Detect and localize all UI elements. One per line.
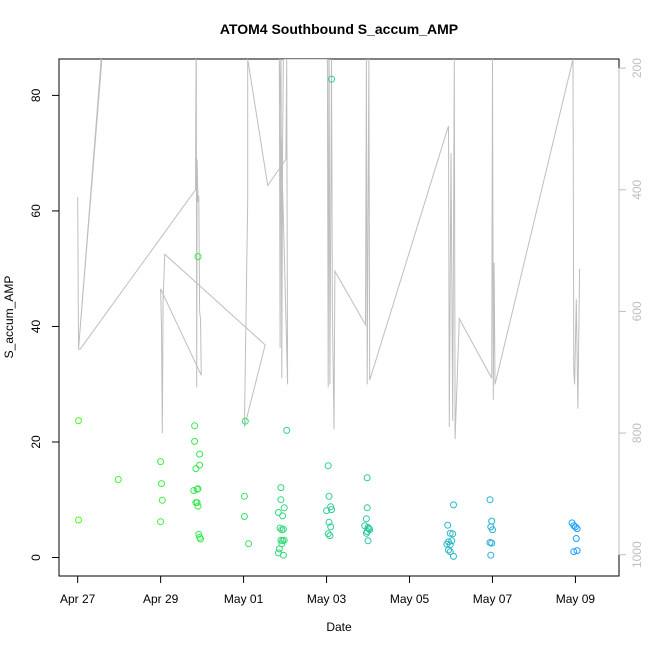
data-point xyxy=(326,532,334,540)
data-point xyxy=(572,535,580,542)
data-point xyxy=(486,496,494,504)
x-axis: Apr 27 Apr 29 May 01 May 03 May 05 May 07 May … xyxy=(60,575,596,606)
data-point xyxy=(449,530,457,538)
x-tick-label: Apr 29 xyxy=(143,592,179,606)
data-point xyxy=(196,461,204,469)
data-point xyxy=(448,537,456,545)
data-point xyxy=(446,548,454,556)
data-point xyxy=(573,547,581,555)
data-point xyxy=(241,417,249,425)
data-point xyxy=(488,539,496,547)
data-point xyxy=(240,513,248,520)
chart-title: ATOM4 Southbound S_accum_AMP xyxy=(220,21,458,37)
data-point xyxy=(450,501,457,509)
data-point xyxy=(191,422,199,430)
y-tick-label: 20 xyxy=(29,435,43,449)
data-point xyxy=(157,518,165,526)
data-point xyxy=(240,492,248,500)
data-point xyxy=(325,518,333,526)
data-point xyxy=(570,548,578,556)
data-point xyxy=(324,462,332,470)
secondary-line xyxy=(77,59,581,440)
y-tick-label: 40 xyxy=(29,319,43,333)
data-point xyxy=(327,523,335,531)
data-point xyxy=(158,480,165,488)
data-point xyxy=(191,437,199,445)
data-point xyxy=(277,496,285,504)
data-point xyxy=(75,516,82,524)
x-tick-label: Apr 27 xyxy=(60,592,96,606)
data-point xyxy=(325,492,333,500)
data-point xyxy=(190,487,198,494)
data-point xyxy=(489,526,496,534)
y2-tick-label: 800 xyxy=(630,423,644,443)
data-point xyxy=(277,484,285,492)
data-point xyxy=(276,524,284,532)
x-tick-label: May 01 xyxy=(224,592,264,606)
data-point xyxy=(196,450,204,458)
x-axis-label: Date xyxy=(326,620,352,634)
data-point xyxy=(573,525,581,533)
data-point xyxy=(114,476,122,483)
data-point xyxy=(245,540,253,548)
x-tick-label: May 07 xyxy=(473,592,513,606)
data-point xyxy=(328,75,335,83)
data-point xyxy=(283,426,291,434)
y-tick-label: 60 xyxy=(29,204,43,218)
data-point xyxy=(75,417,82,425)
data-point xyxy=(327,503,335,511)
y2-axis: 200 400 600 800 1000 xyxy=(618,58,644,568)
data-point xyxy=(194,253,202,261)
data-point xyxy=(194,502,202,510)
data-point xyxy=(279,551,287,559)
data-point xyxy=(193,499,201,507)
data-point xyxy=(328,506,335,514)
data-point xyxy=(280,536,288,544)
y-axis-label: S_accum_AMP xyxy=(2,276,16,359)
data-point xyxy=(571,523,579,531)
data-point xyxy=(444,521,452,529)
x-tick-label: May 03 xyxy=(307,592,347,606)
data-point xyxy=(194,485,202,493)
data-point xyxy=(192,465,200,473)
y2-tick-label: 600 xyxy=(630,301,644,321)
data-point xyxy=(446,529,454,537)
data-point xyxy=(324,530,332,538)
data-point xyxy=(487,551,495,559)
y2-tick-label: 1000 xyxy=(630,541,644,568)
data-point xyxy=(488,517,496,525)
x-tick-label: May 09 xyxy=(556,592,596,606)
data-point xyxy=(197,535,204,543)
data-point xyxy=(362,515,370,523)
data-point xyxy=(280,504,288,512)
data-point xyxy=(364,537,372,545)
data-point xyxy=(157,458,165,466)
y-tick-label: 80 xyxy=(29,88,43,102)
x-tick-label: May 05 xyxy=(390,592,430,606)
data-point xyxy=(279,525,287,533)
y2-tick-label: 400 xyxy=(630,179,644,199)
data-point xyxy=(323,507,331,515)
data-point xyxy=(278,540,286,548)
y-tick-label: 0 xyxy=(29,554,43,561)
y-axis: 0 20 40 60 80 xyxy=(29,88,60,561)
point-series xyxy=(75,75,581,560)
data-point xyxy=(274,509,282,516)
data-point xyxy=(445,546,452,554)
y2-tick-label: 200 xyxy=(630,58,644,78)
secondary-line-series xyxy=(77,59,581,440)
plot-area-border xyxy=(58,58,620,577)
data-point xyxy=(158,496,166,504)
data-point xyxy=(450,552,457,560)
data-point xyxy=(279,512,287,520)
data-point xyxy=(362,529,370,537)
data-point xyxy=(363,504,371,512)
data-point xyxy=(195,530,203,538)
data-point xyxy=(363,474,371,482)
